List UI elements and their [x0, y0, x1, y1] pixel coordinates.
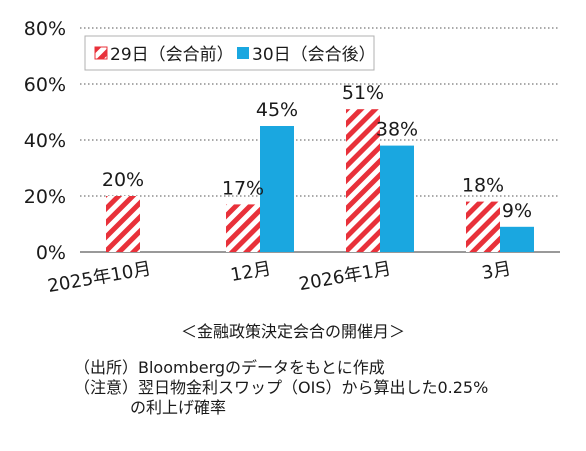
legend-swatch-before — [94, 46, 108, 60]
category-label: 3月 — [480, 258, 513, 284]
caution-note-line1: （注意）翌日物金利スワップ（OIS）から算出した0.25% — [74, 378, 489, 397]
notes: （出所）Bloombergのデータをもとに作成 （注意）翌日物金利スワップ（OI… — [74, 358, 488, 418]
bar-after-1 — [260, 126, 294, 252]
category-label: 2025年10月 — [46, 258, 153, 297]
data-labels: 20% 17% 45% 51% 38% 18% 9% — [102, 82, 532, 222]
gridlines — [80, 27, 560, 197]
y-tick-label: 60% — [24, 74, 66, 96]
legend-label-after: 30日（会合後） — [252, 45, 376, 65]
bar-after-3 — [500, 226, 534, 252]
y-tick-label: 80% — [24, 18, 66, 40]
data-label: 18% — [462, 175, 504, 197]
data-label: 45% — [256, 99, 298, 121]
x-axis-title: ＜金融政策決定会合の開催月＞ — [180, 322, 405, 341]
bar-before-2 — [346, 109, 380, 252]
source-note: （出所）Bloombergのデータをもとに作成 — [74, 358, 385, 377]
legend: 29日（会合前） 30日（会合後） — [84, 35, 376, 71]
data-label: 9% — [502, 200, 532, 222]
caution-note-line2: の利上げ確率 — [130, 398, 227, 417]
y-tick-label: 0% — [36, 242, 66, 264]
data-label: 17% — [222, 177, 264, 199]
bar-before-1 — [226, 204, 260, 252]
bars — [106, 109, 534, 252]
y-tick-label: 40% — [24, 130, 66, 152]
category-labels: 2025年10月 12月 2026年1月 3月 — [46, 258, 513, 297]
legend-label-before: 29日（会合前） — [110, 45, 234, 65]
legend-swatch-after — [237, 47, 249, 59]
y-tick-label: 20% — [24, 186, 66, 208]
category-label: 12月 — [229, 258, 273, 286]
bar-before-0 — [106, 196, 140, 252]
y-axis: 0% 20% 40% 60% 80% — [24, 18, 560, 264]
bar-before-3 — [466, 201, 500, 252]
bar-chart: 0% 20% 40% 60% 80% 20% 17% 45% 51% 38% 18% 9% 2025… — [24, 18, 560, 297]
data-label: 51% — [342, 82, 384, 104]
legend-box — [84, 35, 375, 71]
data-label: 38% — [376, 119, 418, 141]
data-label: 20% — [102, 169, 144, 191]
category-label: 2026年1月 — [297, 258, 392, 295]
bar-after-2 — [380, 145, 414, 252]
